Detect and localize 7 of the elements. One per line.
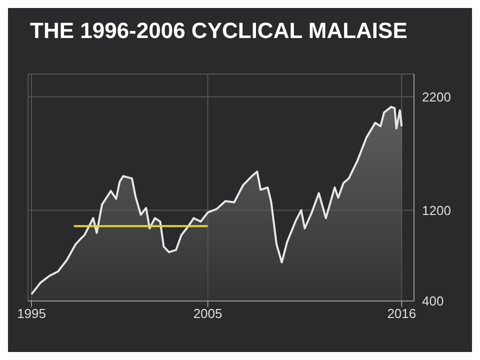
x-tick-label: 1995 (17, 306, 46, 322)
y-tick-label: 2200 (422, 89, 451, 104)
x-tick-label: 2005 (193, 306, 222, 322)
chart-title: THE 1996-2006 CYCLICAL MALAISE (30, 18, 408, 44)
y-tick-label: 400 (422, 294, 444, 309)
x-tick-label: 2016 (387, 306, 416, 322)
y-tick-label: 1200 (422, 202, 451, 218)
